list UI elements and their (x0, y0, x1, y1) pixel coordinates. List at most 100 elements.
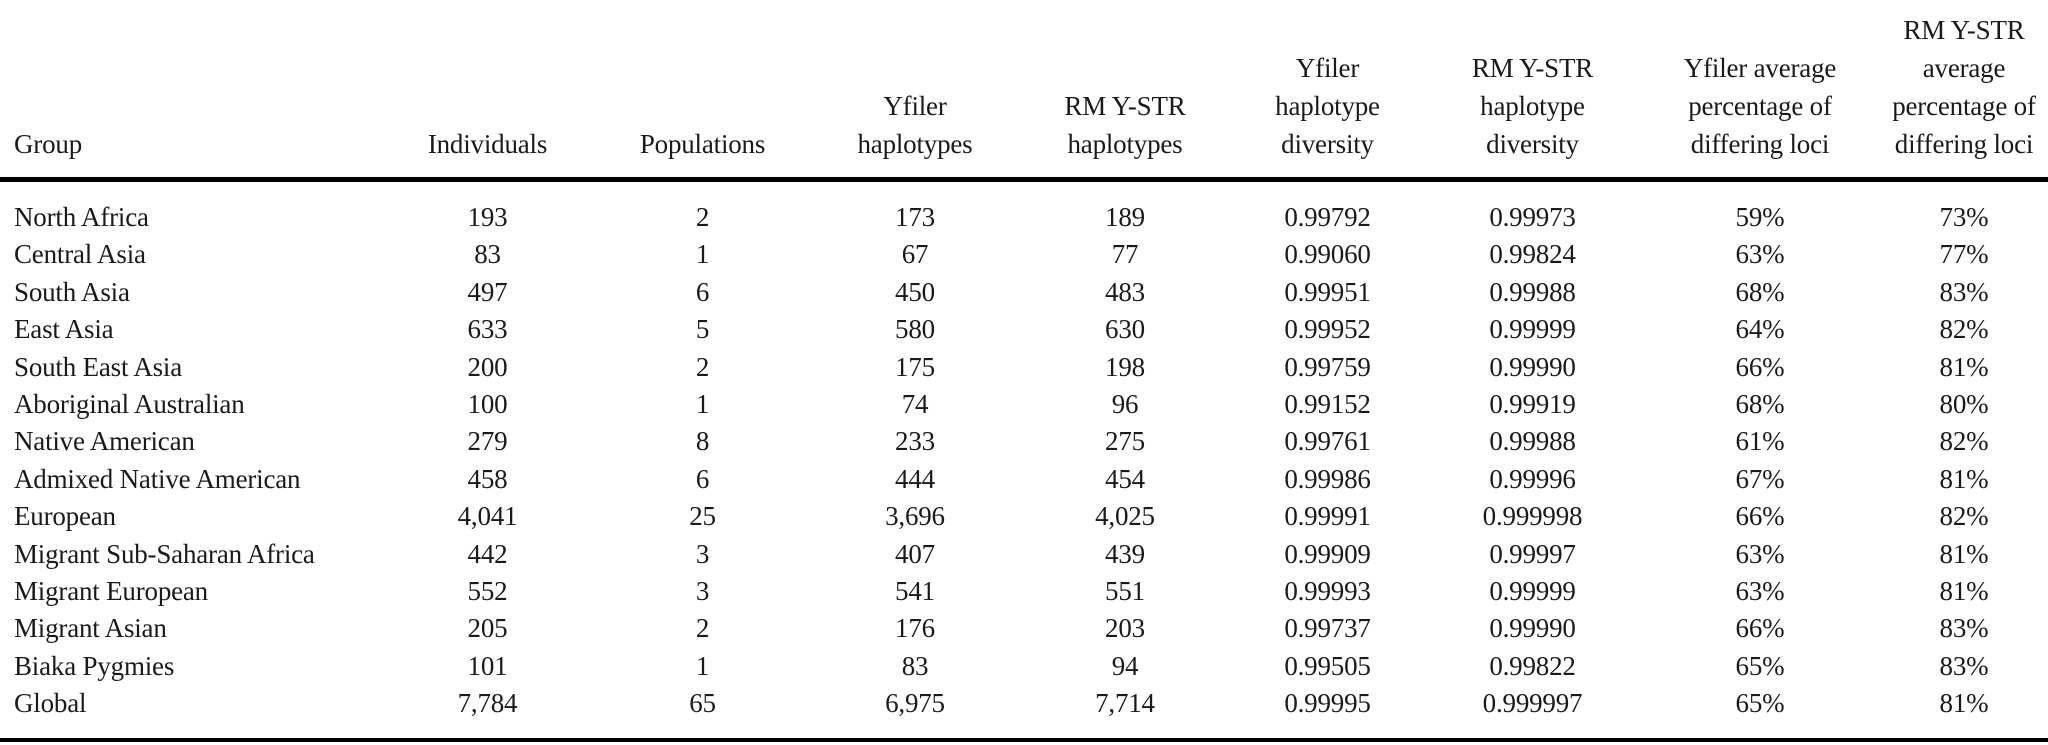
value-cell: 0.99792 (1284, 202, 1371, 232)
value-cell: 0.999997 (1482, 688, 1583, 719)
table-row: Global 7,784 65 6,975 7,714 0.99995 0.999997 65… (0, 685, 2048, 739)
value-cell: 0.99737 (1284, 613, 1371, 644)
value-cell: 0.99991 (1284, 501, 1371, 532)
value-cell: 0.99152 (1284, 389, 1371, 420)
value-cell: 83 (901, 650, 929, 681)
value-cell: 0.99822 (1489, 650, 1576, 681)
value-cell: 0.99505 (1284, 650, 1371, 681)
value-cell: 176 (895, 613, 935, 644)
table-row: Aboriginal Australian 100 1 74 96 0.99152 0.99… (0, 386, 2048, 423)
value-cell: 68% (1735, 389, 1785, 420)
value-cell: 82% (1939, 314, 1989, 345)
value-cell: 73% (1939, 202, 1989, 232)
value-cell: 552 (467, 576, 508, 607)
value-cell: 6 (695, 463, 710, 494)
value-cell: 0.99951 (1284, 276, 1371, 307)
value-cell: 203 (1105, 613, 1145, 644)
value-cell: 101 (467, 650, 508, 681)
value-cell: 2 (695, 202, 710, 232)
value-cell: 0.99990 (1489, 351, 1576, 382)
value-cell: 0.99824 (1489, 239, 1576, 270)
column-header-populations: Populations (595, 0, 810, 182)
column-header-yfiler-haplotypes: Yfiler haplotypes (810, 0, 1020, 182)
value-cell: 83 (474, 239, 501, 270)
value-cell: 3 (695, 538, 710, 569)
value-cell: 0.99986 (1284, 463, 1371, 494)
value-cell: 65 (689, 688, 716, 719)
value-cell: 96 (1111, 389, 1139, 420)
value-cell: 68% (1735, 276, 1785, 307)
value-cell: 580 (895, 314, 935, 345)
value-cell: 454 (1105, 463, 1145, 494)
value-cell: 65% (1735, 650, 1785, 681)
group-cell: Admixed Native American (14, 463, 301, 494)
value-cell: 81% (1939, 351, 1989, 382)
value-cell: 275 (1105, 426, 1145, 457)
value-cell: 8 (695, 426, 710, 457)
value-cell: 193 (467, 202, 508, 232)
value-cell: 81% (1939, 463, 1989, 494)
table-row: South Asia 497 6 450 483 0.99951 0.99988 68% 83% (0, 274, 2048, 311)
group-cell: Aboriginal Australian (14, 389, 245, 420)
column-header-individuals: Individuals (380, 0, 595, 182)
group-cell: Biaka Pygmies (14, 650, 175, 681)
group-cell: North Africa (14, 202, 149, 232)
value-cell: 551 (1105, 576, 1145, 607)
table-row: European 4,041 25 3,696 4,025 0.99991 0.999998… (0, 498, 2048, 535)
table-row: Migrant Asian 205 2 176 203 0.99737 0.99990 66%… (0, 610, 2048, 647)
column-header-rm-ystr-haplotypes: RM Y-STR haplotypes (1020, 0, 1230, 182)
value-cell: 198 (1105, 351, 1145, 382)
value-cell: 630 (1105, 314, 1145, 345)
group-cell: South East Asia (14, 351, 183, 382)
group-cell: South Asia (14, 276, 130, 307)
value-cell: 0.99060 (1284, 239, 1371, 270)
value-cell: 83% (1939, 650, 1989, 681)
value-cell: 67% (1735, 463, 1785, 494)
value-cell: 200 (467, 351, 508, 382)
value-cell: 81% (1939, 576, 1989, 607)
value-cell: 81% (1939, 688, 1989, 719)
table-row: Admixed Native American 458 6 444 454 0.99986… (0, 461, 2048, 498)
table-row: Migrant European 552 3 541 551 0.99993 0.99999… (0, 573, 2048, 610)
value-cell: 442 (467, 538, 508, 569)
group-cell: East Asia (14, 314, 114, 345)
table-row: Biaka Pygmies 101 1 83 94 0.99505 0.99822 65% 83… (0, 648, 2048, 685)
value-cell: 0.99996 (1489, 463, 1576, 494)
value-cell: 6,975 (885, 688, 945, 719)
value-cell: 2 (695, 351, 710, 382)
value-cell: 80% (1939, 389, 1989, 420)
column-header-rm-ystr-haplotype-diversity: RM Y-STR haplotype diversity (1425, 0, 1640, 182)
value-cell: 3,696 (885, 501, 945, 532)
value-cell: 66% (1735, 501, 1785, 532)
value-cell: 1 (695, 389, 710, 420)
value-cell: 0.99761 (1284, 426, 1371, 457)
value-cell: 450 (895, 276, 935, 307)
value-cell: 0.99759 (1284, 351, 1371, 382)
value-cell: 0.99997 (1489, 538, 1576, 569)
value-cell: 83% (1939, 613, 1989, 644)
value-cell: 497 (467, 276, 508, 307)
value-cell: 67 (901, 239, 929, 270)
group-cell: Migrant Asian (14, 613, 167, 644)
value-cell: 0.99952 (1284, 314, 1371, 345)
value-cell: 81% (1939, 538, 1989, 569)
table-row: Migrant Sub-Saharan Africa 442 3 407 439 0.99… (0, 536, 2048, 573)
value-cell: 100 (467, 389, 508, 420)
value-cell: 407 (895, 538, 935, 569)
value-cell: 3 (695, 576, 710, 607)
value-cell: 279 (467, 426, 508, 457)
value-cell: 483 (1105, 276, 1145, 307)
value-cell: 0.99999 (1489, 576, 1576, 607)
value-cell: 0.99993 (1284, 576, 1371, 607)
value-cell: 0.99919 (1489, 389, 1576, 420)
group-cell: Central Asia (14, 239, 146, 270)
value-cell: 2 (695, 613, 710, 644)
value-cell: 1 (695, 239, 710, 270)
group-cell: Migrant Sub-Saharan Africa (14, 538, 315, 569)
value-cell: 0.999998 (1482, 501, 1583, 532)
value-cell: 66% (1735, 351, 1785, 382)
value-cell: 61% (1735, 426, 1785, 457)
table-row: North Africa 193 2 173 189 0.99792 0.99973 59% 7… (0, 180, 2048, 237)
